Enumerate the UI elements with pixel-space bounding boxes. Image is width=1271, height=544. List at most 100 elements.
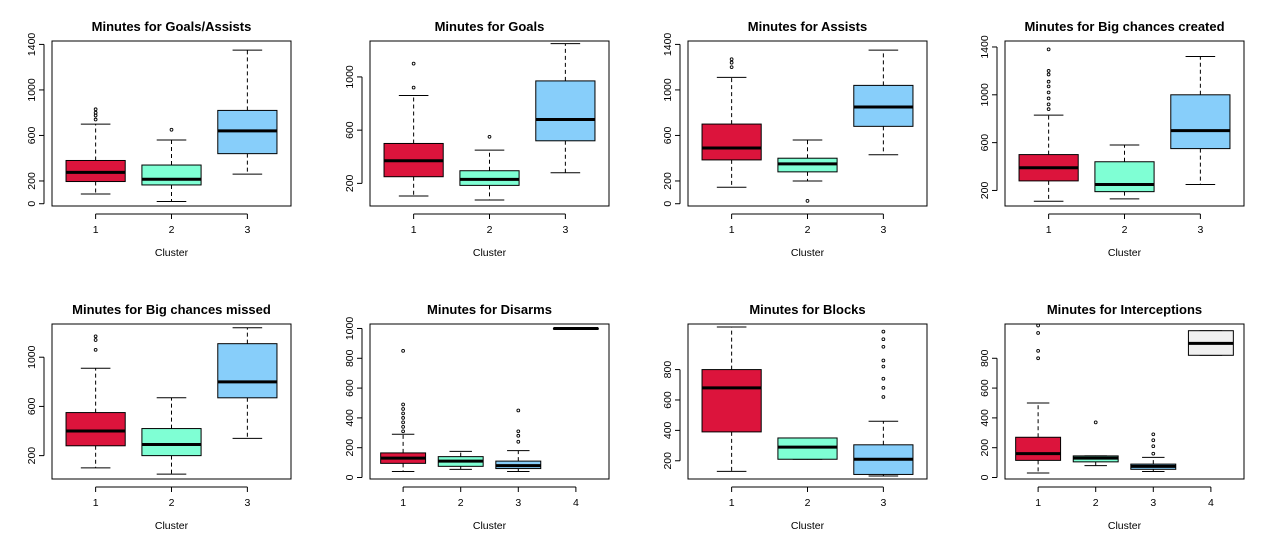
x-tick-label: 1 [1035, 497, 1041, 509]
outlier-point [1151, 432, 1156, 437]
boxplot-panel: Minutes for Assists 0 200 600 1000 1400 1 2 3 Clu… [662, 19, 928, 259]
boxplot-panel: Minutes for Goals 200 600 1000 1 2 3 Cluster [344, 19, 610, 259]
y-tick-label: 600 [662, 127, 674, 145]
box-cluster-2 [459, 134, 520, 201]
outlier-point [1046, 47, 1051, 52]
box-cluster-3 [853, 49, 914, 156]
outlier-point [1046, 69, 1051, 73]
outlier-point [401, 416, 405, 420]
box-cluster-4 [1187, 330, 1234, 356]
outlier-point [516, 433, 521, 438]
boxplot-panel: Minutes for Goals/Assists 0 200 600 1000 1400… [26, 19, 292, 259]
outlier-point [1046, 102, 1051, 107]
boxplot-panel: Minutes for Disarms 0 200 400 600 800 1000 1 2 3 4… [344, 302, 610, 532]
outlier-point [516, 429, 521, 434]
y-tick-label: 200 [26, 172, 38, 190]
outlier-point [729, 60, 734, 65]
x-axis-label: Cluster [791, 520, 825, 532]
outlier-point [729, 57, 734, 62]
y-tick-label: 600 [979, 134, 991, 152]
outlier-point [881, 376, 886, 381]
x-tick-label: 3 [880, 497, 886, 509]
chart-title: Minutes for Goals/Assists [92, 19, 252, 34]
y-tick-label: 200 [344, 439, 356, 457]
outlier-point [93, 113, 98, 118]
box-cluster-1 [65, 107, 126, 195]
outlier-point [1046, 84, 1051, 89]
outlier-point [881, 344, 886, 349]
x-axis-label: Cluster [1108, 520, 1142, 532]
chart-title: Minutes for Big chances missed [72, 302, 271, 317]
x-tick-label: 4 [1208, 497, 1214, 509]
iqr-box [141, 164, 202, 186]
outlier-point [1046, 107, 1051, 112]
outlier-point [1046, 90, 1051, 95]
y-tick-label: 800 [344, 349, 356, 367]
outlier-point [411, 85, 416, 90]
box-cluster-1 [383, 61, 444, 197]
y-tick-label: 800 [662, 361, 674, 379]
outlier-point [729, 65, 734, 70]
boxplot-panel: Minutes for Big chances missed 200 600 1000… [26, 302, 292, 532]
outlier-point [881, 364, 886, 369]
x-tick-label: 2 [805, 497, 811, 509]
iqr-box [65, 412, 126, 447]
y-tick-label: 200 [662, 172, 674, 190]
outlier-point [1151, 444, 1156, 449]
y-tick-label: 1400 [979, 35, 991, 59]
y-tick-label: 1000 [26, 78, 38, 102]
outlier-point [1036, 348, 1040, 353]
plot-frame [51, 40, 292, 207]
box-cluster-3 [1170, 56, 1231, 185]
outlier-point [881, 358, 886, 363]
outlier-point [401, 348, 405, 353]
x-axis-label: Cluster [155, 247, 189, 259]
y-tick-label: 200 [662, 452, 674, 470]
x-tick-label: 3 [244, 224, 250, 236]
y-tick-label: 200 [26, 447, 38, 465]
iqr-box [701, 123, 762, 161]
outlier-point [1046, 96, 1051, 101]
y-tick-label: 600 [344, 121, 356, 139]
x-tick-label: 3 [244, 497, 250, 509]
x-axis-label: Cluster [473, 247, 507, 259]
y-tick-label: 0 [26, 201, 38, 207]
iqr-box [701, 369, 762, 433]
outlier-point [1046, 79, 1051, 84]
box-cluster-2 [777, 139, 838, 203]
outlier-point [805, 199, 810, 203]
outlier-point [1036, 331, 1040, 335]
chart-title: Minutes for Assists [748, 19, 867, 34]
outlier-point [401, 429, 405, 434]
y-tick-label: 1000 [979, 83, 991, 107]
y-tick-label: 200 [979, 182, 991, 200]
x-axis-label: Cluster [155, 520, 189, 532]
outlier-point [93, 117, 98, 122]
x-tick-label: 1 [93, 497, 99, 509]
y-tick-label: 0 [662, 201, 674, 207]
box-cluster-1 [701, 57, 762, 188]
x-tick-label: 2 [1093, 497, 1099, 509]
outlier-point [93, 110, 98, 115]
outlier-point [881, 385, 886, 390]
boxplot-panel: Minutes for Big chances created 200 600 100… [979, 19, 1245, 259]
box-cluster-3 [495, 408, 542, 473]
box-cluster-2 [777, 437, 838, 460]
x-tick-label: 3 [562, 224, 568, 236]
y-tick-label: 200 [344, 174, 356, 192]
y-tick-label: 600 [26, 398, 38, 416]
outlier-point [401, 411, 405, 416]
y-tick-label: 0 [344, 474, 356, 480]
box-cluster-2 [141, 127, 202, 202]
plot-frame [1004, 323, 1245, 480]
iqr-box [217, 343, 278, 399]
box-cluster-1 [1015, 323, 1062, 474]
x-tick-label: 2 [487, 224, 493, 236]
outlier-point [93, 334, 98, 339]
outlier-point [1036, 323, 1040, 328]
plot-frame [369, 323, 610, 480]
y-tick-label: 200 [979, 439, 991, 457]
chart-title: Minutes for Big chances created [1024, 19, 1224, 34]
outlier-point [1093, 420, 1098, 425]
